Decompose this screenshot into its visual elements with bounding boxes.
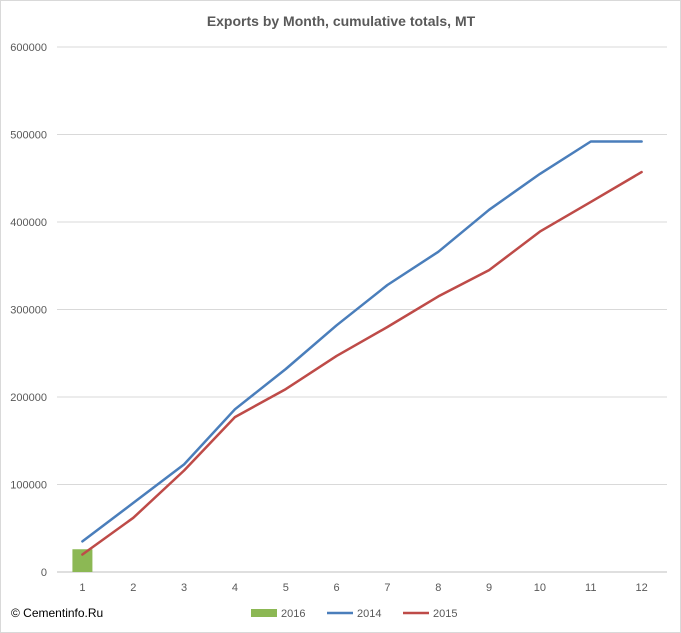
y-tick-label: 0 bbox=[41, 567, 47, 579]
y-tick-label: 600000 bbox=[10, 42, 47, 54]
legend-label-2014: 2014 bbox=[357, 608, 381, 620]
bar-series bbox=[72, 549, 93, 572]
chart-title: Exports by Month, cumulative totals, MT bbox=[207, 13, 476, 29]
x-tick-label: 5 bbox=[283, 582, 289, 594]
line-series bbox=[81, 140, 643, 556]
line-series-2015 bbox=[81, 170, 643, 556]
x-tick-label: 2 bbox=[130, 582, 136, 594]
x-tick-label: 3 bbox=[181, 582, 187, 594]
y-tick-label: 300000 bbox=[10, 305, 47, 317]
x-tick-label: 4 bbox=[232, 582, 238, 594]
x-tick-label: 8 bbox=[435, 582, 441, 594]
legend-label-2015: 2015 bbox=[433, 608, 457, 620]
x-tick-label: 10 bbox=[534, 582, 546, 594]
bar-2016 bbox=[72, 549, 93, 572]
x-tick-label: 11 bbox=[585, 582, 596, 594]
copyright-text: © Cementinfo.Ru bbox=[11, 606, 104, 620]
y-tick-label: 400000 bbox=[10, 217, 47, 229]
y-tick-label: 500000 bbox=[10, 130, 47, 142]
x-tick-label: 6 bbox=[334, 582, 340, 594]
x-tick-label: 12 bbox=[635, 582, 647, 594]
x-tick-label: 1 bbox=[79, 582, 85, 594]
y-tick-label: 100000 bbox=[10, 480, 47, 492]
x-tick-label: 9 bbox=[486, 582, 492, 594]
y-axis-ticks: 0 100000 200000 300000 400000 500000 600000 bbox=[10, 42, 47, 579]
y-tick-label: 200000 bbox=[10, 392, 47, 404]
line-series-2014 bbox=[81, 140, 643, 543]
x-tick-label: 7 bbox=[384, 582, 390, 594]
gridlines bbox=[57, 46, 667, 573]
x-axis-ticks: 1 2 3 4 5 6 7 8 9 10 11 12 bbox=[79, 582, 647, 594]
legend-label-2016: 2016 bbox=[281, 608, 305, 620]
legend: 2016 2014 2015 bbox=[251, 608, 457, 620]
legend-swatch-2016 bbox=[251, 609, 277, 617]
